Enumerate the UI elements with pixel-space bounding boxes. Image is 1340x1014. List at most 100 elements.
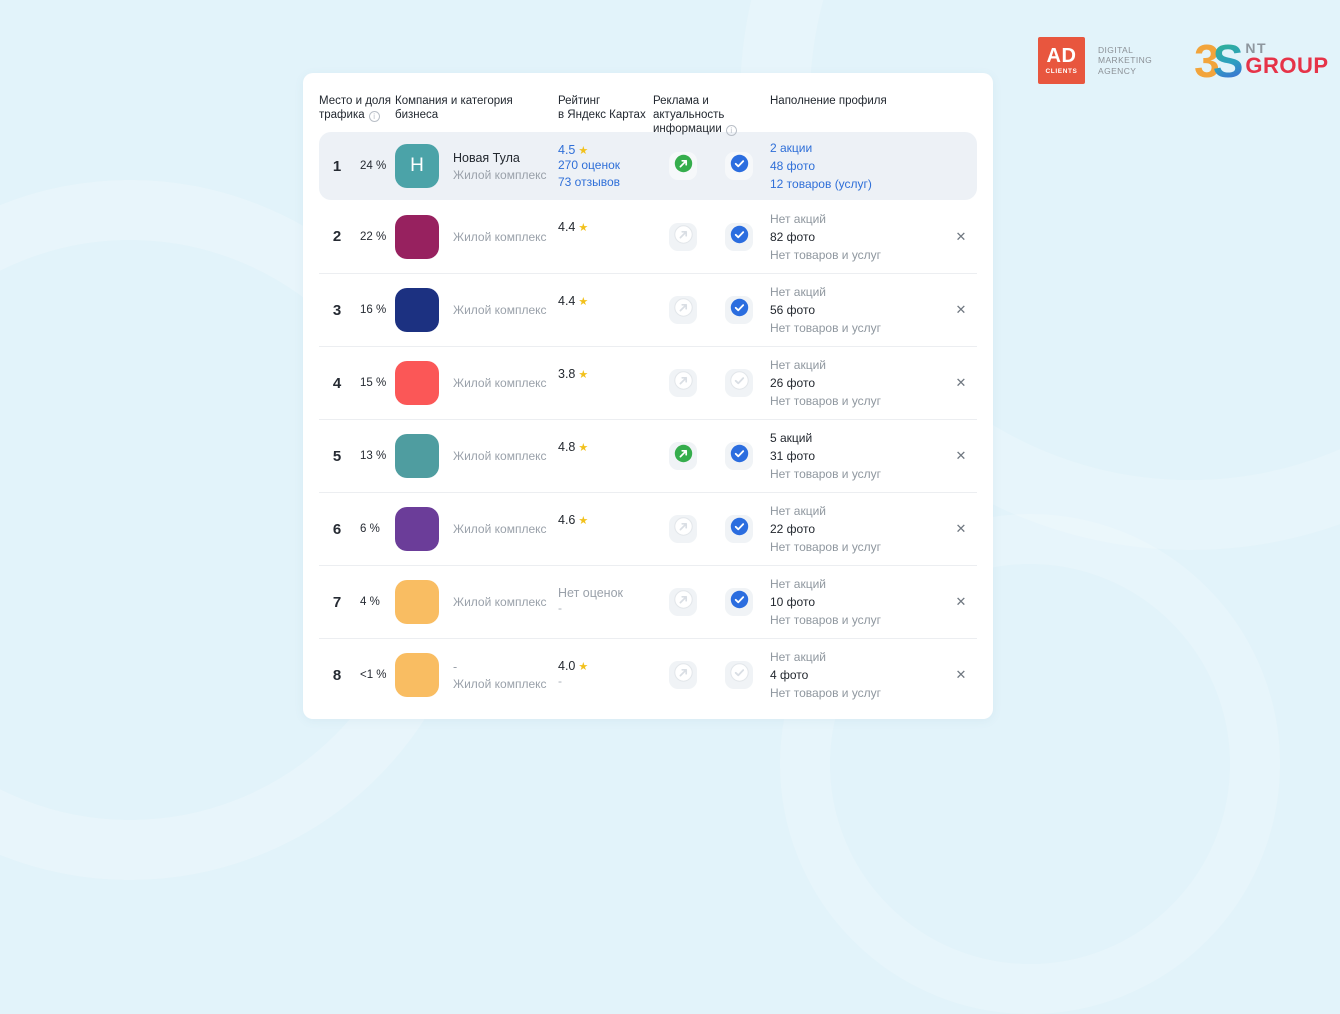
logo-bar: AD CLIENTS DIGITAL MARKETING AGENCY 3 S … xyxy=(1038,37,1329,84)
star-icon: ★ xyxy=(578,515,589,527)
close-button[interactable]: ✕ xyxy=(955,228,967,244)
company-cell: Жилой комплекс xyxy=(453,449,558,463)
company-avatar xyxy=(395,288,439,332)
rating-line-main: 3.8 ★ xyxy=(558,367,653,381)
star-icon: ★ xyxy=(578,369,589,381)
close-cell: ✕ xyxy=(945,444,977,468)
traffic-share: 4 % xyxy=(360,596,380,608)
rating-value: 4.8 xyxy=(558,440,576,454)
profile-cell: Нет акций 56 фото Нет товаров и услуг xyxy=(770,283,945,337)
rank-cell: 5 xyxy=(332,447,342,465)
column-header-text: Реклама и актуальность xyxy=(653,95,725,121)
close-button[interactable]: ✕ xyxy=(955,667,967,682)
close-button[interactable]: ✕ xyxy=(955,448,967,463)
profile-line: Нет акций xyxy=(770,650,826,664)
ads-status-chip xyxy=(669,222,697,251)
close-cell: ✕ xyxy=(945,371,977,395)
rank-cell: 7 xyxy=(332,593,342,611)
company-cell: Жилой комплекс xyxy=(453,595,558,609)
profile-line: 5 акций xyxy=(770,431,813,445)
traffic-share: 24 % xyxy=(360,160,387,172)
adclients-logo: AD CLIENTS xyxy=(1038,37,1085,84)
ntgroup-logo-group: GROUP xyxy=(1245,52,1329,78)
profile-line: 56 фото xyxy=(770,303,815,317)
verified-status-icon xyxy=(730,517,749,541)
close-cell: ✕ xyxy=(945,663,977,687)
verified-status-chip xyxy=(725,442,753,470)
ads-status-chip xyxy=(669,588,697,616)
tagline-line: MARKETING xyxy=(1098,55,1153,66)
table-row: 7 4 % Жилой комплекс Нет оценок - Нет акций 10… xyxy=(319,565,977,638)
table-body: 1 24 % Н Новая Тула Жилой комплекс 4.5 ★ 270 оц… xyxy=(319,132,977,711)
agency-tagline: DIGITAL MARKETING AGENCY xyxy=(1098,45,1152,77)
company-name: Новая Тула xyxy=(453,150,520,165)
rank-cell: 3 xyxy=(332,301,342,319)
verified-status-chip xyxy=(725,222,753,251)
company-category: Жилой комплекс xyxy=(453,376,547,390)
ads-status-icon xyxy=(673,224,693,249)
company-category: Жилой комплекс xyxy=(453,303,547,317)
traffic-share: <1 % xyxy=(360,669,387,681)
verified-status-chip xyxy=(725,588,753,616)
company-avatar xyxy=(395,507,439,551)
rating-line-main: Нет оценок xyxy=(558,586,653,600)
info-icon[interactable]: i xyxy=(725,125,737,136)
company-cell: Жилой комплекс xyxy=(453,522,558,536)
profile-line[interactable]: 2 акции xyxy=(770,141,813,155)
company-cell: Жилой комплекс xyxy=(453,303,558,317)
status-icons-cell xyxy=(653,369,770,397)
close-button[interactable]: ✕ xyxy=(955,375,967,390)
company-category: Жилой комплекс xyxy=(453,167,547,182)
profile-line: Нет акций xyxy=(770,577,826,591)
column-header-text: Рейтинг xyxy=(558,95,601,107)
column-header-text: в Яндекс Картах xyxy=(558,109,646,121)
profile-cell: Нет акций 10 фото Нет товаров и услуг xyxy=(770,575,945,629)
tagline-line: DIGITAL xyxy=(1098,44,1134,55)
company-cell: Жилой комплекс xyxy=(453,376,558,390)
profile-line: 4 фото xyxy=(770,668,809,682)
profile-line: 10 фото xyxy=(770,595,815,609)
profile-line: Нет товаров и услуг xyxy=(770,467,882,481)
close-button[interactable]: ✕ xyxy=(955,594,967,609)
ads-status-icon xyxy=(673,517,693,541)
company-avatar xyxy=(395,214,439,259)
column-header-4: Реклама и актуальность информации i xyxy=(653,94,770,136)
ads-status-icon xyxy=(674,444,693,468)
status-icons-cell xyxy=(653,515,770,543)
ads-status-chip xyxy=(669,442,697,470)
company-category: Жилой комплекс xyxy=(453,676,547,691)
ads-status-icon xyxy=(673,298,693,322)
rating-value: 4.4 xyxy=(558,294,576,308)
close-cell: ✕ xyxy=(945,298,977,322)
close-button[interactable]: ✕ xyxy=(955,521,967,536)
rank-cell: 1 xyxy=(332,157,342,175)
ratings-count-link[interactable]: 270 оценок xyxy=(558,158,620,172)
status-icons-cell xyxy=(653,222,770,251)
rating-cell: 4.4 ★ xyxy=(558,200,653,234)
column-header-1: Место и доля трафика i xyxy=(319,94,395,136)
rating-value[interactable]: 4.5 xyxy=(558,143,576,157)
profile-line: 26 фото xyxy=(770,376,815,390)
reviews-count-link[interactable]: 73 отзывов xyxy=(558,175,621,189)
star-icon: ★ xyxy=(578,145,589,157)
company-avatar xyxy=(395,653,439,697)
company-cell: Новая Тула Жилой комплекс xyxy=(453,151,558,182)
info-icon[interactable]: i xyxy=(368,111,380,122)
avatar-cell xyxy=(395,653,453,697)
ntgroup-logo: 3 S NT GROUP xyxy=(1194,38,1329,84)
rating-cell: 3.8 ★ xyxy=(558,347,653,381)
star-icon: ★ xyxy=(578,661,589,673)
profile-line[interactable]: 48 фото xyxy=(770,159,815,173)
verified-status-icon xyxy=(729,371,749,395)
avatar-cell xyxy=(395,361,453,405)
column-header-text: информации i xyxy=(653,122,770,136)
close-button[interactable]: ✕ xyxy=(955,302,967,317)
traffic-share: 16 % xyxy=(360,304,387,316)
star-icon: ★ xyxy=(578,296,589,308)
company-avatar xyxy=(395,434,439,478)
traffic-share: 13 % xyxy=(360,450,387,462)
avatar-cell xyxy=(395,507,453,551)
profile-line: Нет товаров и услуг xyxy=(770,540,882,554)
profile-line[interactable]: 12 товаров (услуг) xyxy=(770,177,872,191)
